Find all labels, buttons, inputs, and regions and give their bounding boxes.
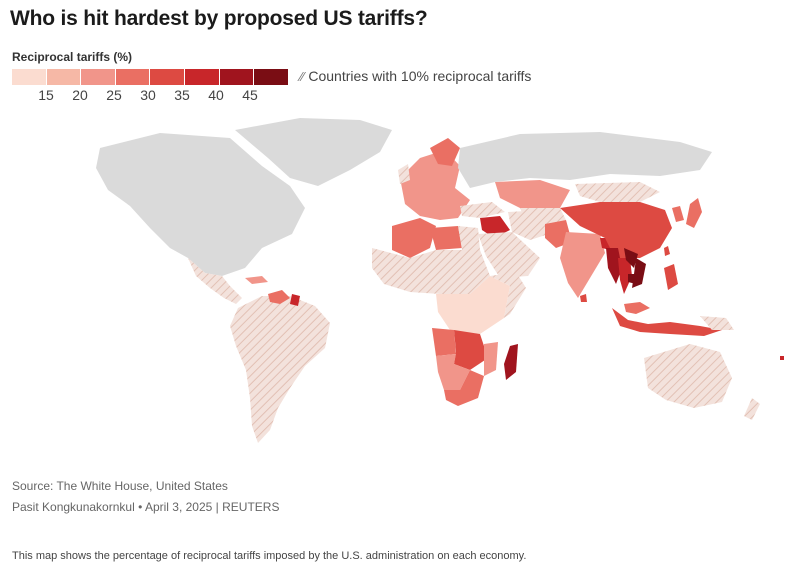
map-caption: This map shows the percentage of recipro… (12, 550, 527, 562)
credit-line: Pasit Kongkunakornkul • April 3, 2025 | … (12, 500, 280, 514)
region-europe (400, 150, 470, 220)
region-mozambique (484, 342, 498, 376)
region-australia (644, 344, 732, 408)
region-cambodia (628, 274, 638, 284)
legend-tick: 30 (140, 87, 156, 103)
region-mongolia (575, 182, 660, 202)
hatch-slash-icon: ⁄⁄ (300, 68, 305, 84)
legend-tick: 40 (208, 87, 224, 103)
region-arabia (478, 232, 540, 278)
region-iraq-syria (480, 216, 510, 238)
region-caribbean (245, 276, 268, 284)
region-south-africa (444, 370, 484, 406)
region-japan (686, 198, 702, 228)
region-turkey (460, 202, 505, 218)
source-note: Source: The White House, United States (12, 479, 228, 493)
legend-title: Reciprocal tariffs (%) (12, 50, 133, 64)
region-guyana (290, 294, 300, 306)
region-north-america (96, 133, 305, 276)
legend-swatch (150, 69, 184, 85)
region-indonesia (612, 308, 722, 336)
region-thailand (618, 258, 632, 294)
region-angola (432, 328, 456, 356)
legend-tick: 20 (72, 87, 88, 103)
region-mexico (188, 258, 242, 304)
region-europe-north (430, 138, 460, 166)
legend-tick: 45 (242, 87, 258, 103)
legend-hatch-entry: ⁄⁄ Countries with 10% reciprocal tariffs (300, 68, 531, 84)
region-central-asia (520, 208, 566, 224)
legend-tick-labels: 15 20 25 30 35 40 45 (12, 87, 292, 105)
region-uk (398, 164, 410, 184)
region-russia (458, 132, 712, 188)
region-south-america (230, 296, 330, 443)
region-venezuela (268, 290, 290, 304)
legend-swatch (81, 69, 115, 85)
legend-tick: 35 (174, 87, 190, 103)
region-myanmar (606, 248, 622, 284)
legend-swatch (46, 69, 81, 85)
region-libya (430, 226, 462, 250)
region-west-africa (372, 248, 490, 294)
legend-swatch (115, 69, 150, 85)
region-korea (672, 206, 684, 222)
region-greenland (235, 118, 392, 186)
map-title: Who is hit hardest by proposed US tariff… (10, 7, 428, 30)
hatch-legend-label: Countries with 10% reciprocal tariffs (308, 68, 532, 84)
legend-tick: 25 (106, 87, 122, 103)
legend-tick: 15 (38, 87, 54, 103)
region-southern-africa (454, 330, 488, 370)
region-namibia-botswana (436, 354, 470, 390)
legend-swatch (184, 69, 219, 85)
region-pacific-island (780, 356, 784, 360)
region-kazakhstan (495, 180, 570, 208)
region-sri-lanka (580, 294, 587, 302)
legend-swatch (219, 69, 254, 85)
region-laos (624, 248, 638, 268)
region-india (560, 232, 605, 298)
region-taiwan (664, 246, 670, 256)
region-madagascar (504, 344, 518, 380)
region-new-guinea (700, 316, 734, 330)
legend-color-scale (12, 69, 289, 85)
world-map (0, 108, 800, 463)
region-east-africa (490, 272, 526, 318)
region-new-zealand (744, 398, 760, 420)
region-philippines (664, 264, 678, 290)
region-central-africa (436, 276, 510, 334)
legend-swatch (12, 69, 46, 85)
region-egypt (458, 226, 480, 250)
region-north-africa-west (392, 218, 436, 258)
world-map-svg (96, 118, 784, 443)
region-malaysia (624, 302, 650, 314)
legend-swatch (254, 69, 288, 85)
region-china (560, 202, 672, 258)
